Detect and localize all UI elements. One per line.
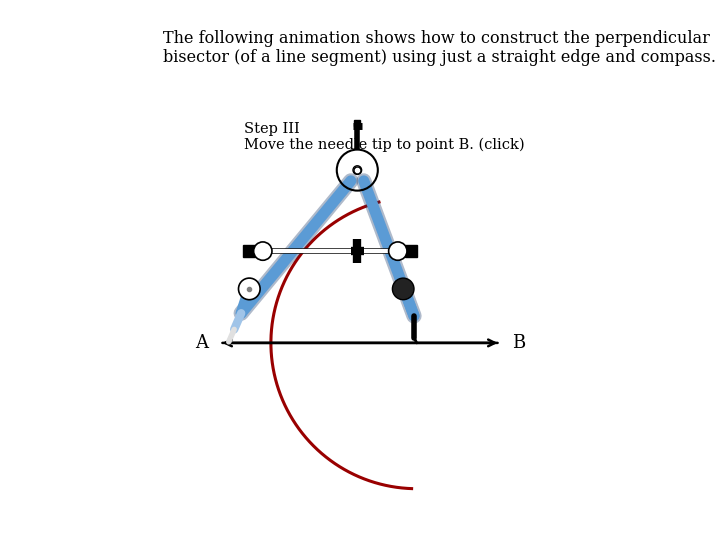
Text: The following animation shows how to construct the perpendicular
bisector (of a : The following animation shows how to con… xyxy=(163,30,716,66)
Text: Step III
Move the needle tip to point B. (click): Step III Move the needle tip to point B.… xyxy=(244,122,525,152)
Text: B: B xyxy=(513,334,526,352)
Text: A: A xyxy=(194,334,208,352)
Circle shape xyxy=(253,242,272,260)
Circle shape xyxy=(389,242,407,260)
Circle shape xyxy=(392,278,414,300)
Circle shape xyxy=(238,278,260,300)
Circle shape xyxy=(353,166,361,174)
